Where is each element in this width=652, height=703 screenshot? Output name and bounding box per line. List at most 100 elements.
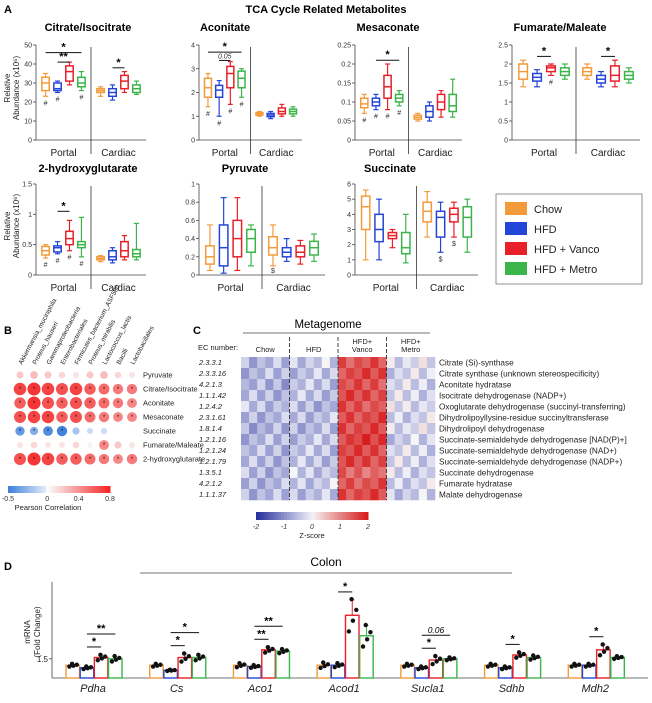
panel-a-ylabel-row1: Relative Abundance (x10⁶) (3, 56, 21, 121)
significance-label: ** (257, 628, 266, 640)
box-body (214, 84, 224, 98)
panel-c-zscore-label: Z-score (299, 531, 324, 540)
heatmap-cell (313, 489, 323, 501)
heatmap-cell (394, 456, 403, 468)
box-portal-hfd-metro (400, 213, 411, 264)
significance-symbol: # (374, 114, 378, 121)
heatmap-cell (346, 478, 355, 490)
heatmap-cell (241, 456, 250, 468)
correlation-dot (112, 383, 124, 395)
heatmap-cell (362, 401, 371, 413)
significance-symbol: # (56, 97, 60, 104)
data-point (354, 607, 359, 613)
box-cardiac-hfd-metro (131, 80, 141, 96)
heatmap-cell (386, 456, 395, 468)
box-portal-chow (359, 93, 369, 115)
colorbar-step (61, 486, 65, 493)
data-point (183, 656, 188, 662)
box-cardiac-hfd (281, 238, 292, 262)
colorbar-step (53, 486, 57, 493)
heatmap-cell (249, 412, 258, 424)
y-tick-label: 0 (191, 273, 195, 280)
data-point (418, 664, 424, 669)
legend-label-hfd-metro: HFD + Metro (534, 264, 597, 276)
correlation-dot (56, 425, 68, 437)
correlation-dot (70, 453, 82, 465)
heatmap-cell (338, 434, 347, 446)
heatmap-cell (338, 445, 347, 457)
significance-mark: * (33, 401, 36, 407)
data-point (350, 618, 356, 623)
zscore-colorbar-step (365, 512, 369, 520)
heatmap-cell (362, 467, 371, 479)
panel-c-label: C (193, 325, 201, 337)
bar-rect (358, 635, 374, 679)
y-tick-label: 6 (347, 182, 351, 189)
correlation-dot (113, 454, 123, 464)
box-portal-hfd (53, 80, 62, 94)
correlation-dot (98, 397, 110, 409)
heatmap-cell (313, 434, 323, 446)
box-body (76, 76, 86, 88)
colorbar-step (41, 486, 45, 493)
heatmap-cell (305, 412, 315, 424)
box-cardiac-hfd-metro (448, 78, 458, 118)
significance-symbol: # (549, 79, 553, 86)
heatmap-cell (394, 357, 403, 369)
zscore-colorbar-step (342, 512, 347, 520)
heatmap-cell (402, 401, 412, 413)
heatmap-cell (297, 368, 306, 380)
heatmap-cell (362, 456, 371, 468)
legend-swatch-hfd-metro (505, 262, 527, 275)
ylabel-line2: Abundance (x10⁶) (12, 56, 21, 121)
heatmap-cell (273, 423, 282, 435)
group-label-portal: Portal (50, 283, 76, 294)
heatmap-cell (281, 379, 290, 391)
category-label-cs: Cs (170, 683, 184, 695)
colorbar-tick: 0 (45, 496, 49, 503)
data-point (368, 629, 373, 635)
significance-mark: * (61, 387, 64, 393)
colorbar-step (81, 486, 85, 493)
zscore-tick: -1 (281, 524, 287, 531)
heatmap-cell (297, 412, 306, 424)
heatmap-cell (426, 456, 436, 468)
y-tick-label: 2 (504, 62, 508, 69)
heatmap-cell (418, 368, 428, 380)
bar-sucla1-chow (400, 661, 416, 679)
box-portal-hfd-metro (246, 224, 257, 267)
zscore-colorbar-step (356, 512, 361, 520)
heatmap-cell (426, 478, 436, 490)
box-portal-hfd-metro (76, 70, 86, 92)
data-point (172, 667, 177, 673)
correlation-heatmap: Akkermansia_muciniphilaProteus_hauseriGa… (2, 284, 205, 503)
bar-rect (344, 614, 360, 679)
heatmap-cell (386, 379, 395, 391)
heatmap-cell (370, 357, 379, 369)
category-label-aco1: Aco1 (247, 683, 273, 695)
heatmap-cell (257, 368, 266, 380)
correlation-dot (127, 398, 137, 408)
heatmap-cell (313, 379, 323, 391)
box-cardiac-hfd-vanco (449, 201, 459, 238)
y-tick-label: 1.5 (22, 182, 32, 189)
colorbar-step (89, 486, 93, 493)
significance-mark: * (61, 429, 64, 435)
enzyme-name: Dihydrolipoyllysine-residue succinyltran… (439, 414, 609, 423)
correlation-dot (84, 411, 96, 423)
heatmap-cell (354, 456, 363, 468)
heatmap-cell (265, 423, 274, 435)
zscore-colorbar-step (306, 512, 310, 520)
box-body (120, 74, 129, 90)
heatmap-cell (418, 423, 428, 435)
heatmap-cell (402, 478, 412, 490)
panel-c-title: Metagenome (294, 319, 361, 331)
bar-sucla1-hfd (414, 664, 430, 679)
data-point (251, 662, 256, 668)
bar-sdhb-hfd-metro (526, 653, 542, 679)
y-tick-label: 1.5 (498, 81, 508, 88)
heatmap-cell (265, 456, 274, 468)
heatmap-cell (410, 467, 420, 479)
box-body (41, 76, 51, 92)
